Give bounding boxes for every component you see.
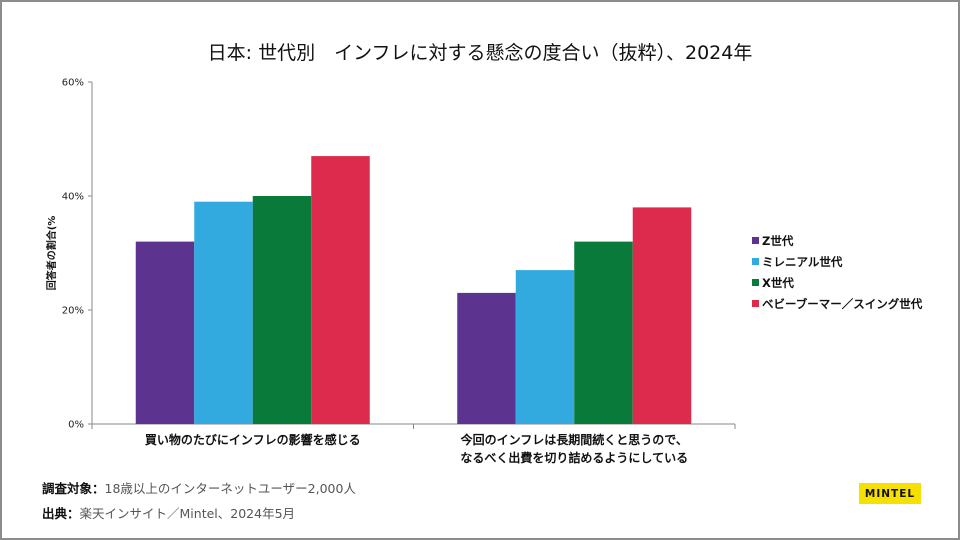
y-axis-label: 回答者の割合(% [45,216,58,291]
y-axis: 0% 20% 40% 60% [62,78,93,431]
legend-swatch [752,258,759,265]
footer-subject: 調査対象：18歳以上のインターネットユーザー2,000人 [42,478,356,497]
subject-label: 調査対象： [42,481,105,496]
legend-item: ミレニアル世代 [752,251,922,272]
bar [457,292,516,424]
mintel-logo: MINTEL [859,483,921,504]
bar [515,270,575,424]
legend-label: ミレニアル世代 [762,254,843,269]
legend-swatch [752,300,759,307]
legend-label: ベビーブーマー／スイング世代 [762,296,923,311]
bar [632,207,692,424]
legend: Z世代ミレニアル世代 X世代ベビーブーマー／スイング世代 [752,230,922,314]
bar [311,156,370,424]
legend-swatch [752,237,759,244]
legend-label: Z世代 [762,233,794,248]
y-tick-label: 20% [62,306,84,317]
legend-swatch [752,279,759,286]
legend-label: X世代 [762,275,794,290]
category-label: 買い物のたびにインフレの影響を感じる [145,432,361,447]
chart-title: 日本: 世代別 インフレに対する懸念の度合い（抜粋）、2024年 [207,42,753,64]
bar [252,196,312,424]
footer-source: 出典：楽天インサイト／Mintel、2024年5月 [42,503,295,522]
category-label: 今回のインフレは長期間続くと思うので、 [460,432,688,447]
source-label: 出典： [42,506,80,521]
category-labels: 買い物のたびにインフレの影響を感じる 今回のインフレは長期間続くと思うので、なるべ… [145,432,688,465]
legend-item: X世代 [752,272,922,293]
bar [135,241,195,424]
source-value: 楽天インサイト／Mintel、2024年5月 [79,506,296,521]
legend-item: ベビーブーマー／スイング世代 [752,293,922,314]
category-label: なるべく出費を切り詰めるようにしている [460,450,688,465]
y-tick-label: 0% [68,420,84,431]
legend-item: Z世代 [752,230,922,251]
y-tick-label: 40% [62,192,84,203]
subject-value: 18歳以上のインターネットユーザー2,000人 [104,481,356,496]
x-axis [91,423,736,429]
bar [574,241,633,424]
bar [194,201,253,424]
bars-group [135,156,692,424]
y-tick-label: 60% [62,78,84,89]
